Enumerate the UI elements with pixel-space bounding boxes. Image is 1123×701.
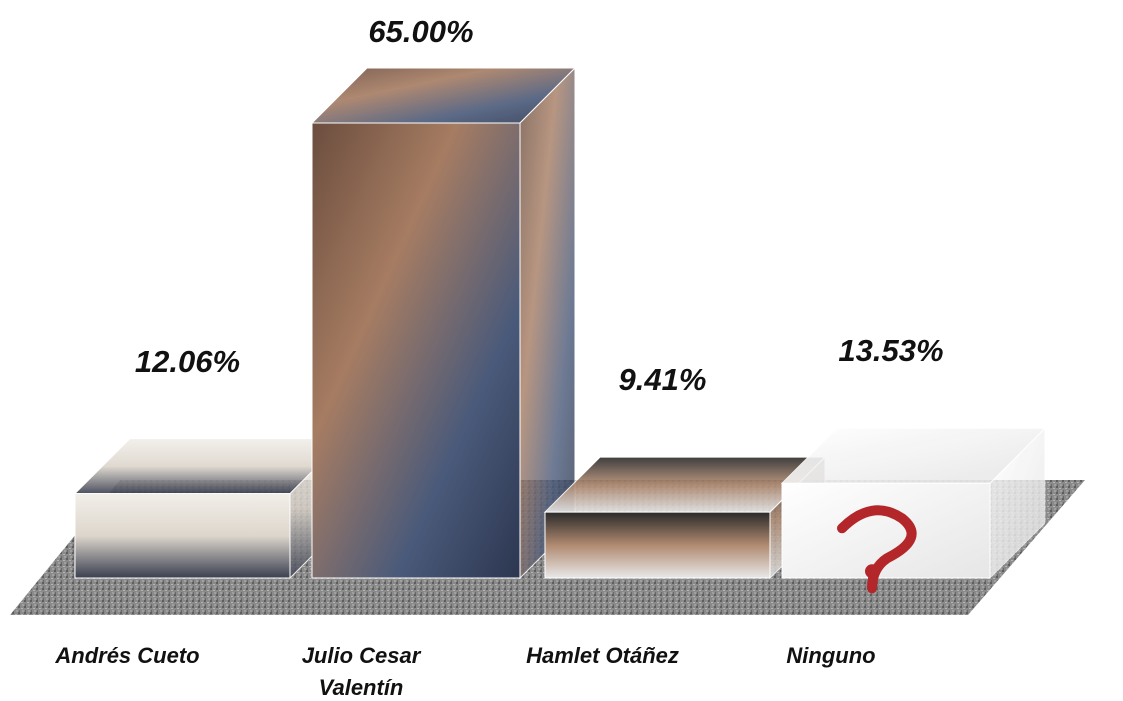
question-dot [865,564,879,578]
bar [312,123,520,578]
bar [545,512,770,578]
value-label: 12.06% [78,344,298,380]
value-label: 65.00% [311,14,531,50]
category-label: Hamlet Otáñez [508,640,698,672]
category-label: Julio Cesar Valentín [266,640,456,701]
value-label: 13.53% [781,333,1001,369]
category-label: Ninguno [736,640,926,672]
category-label: Andrés Cueto [33,640,223,672]
bar [75,494,290,578]
value-label: 9.41% [553,362,773,398]
chart: 12.06% Andrés Cueto 65.00% Julio Cesar Vale… [0,0,1123,701]
